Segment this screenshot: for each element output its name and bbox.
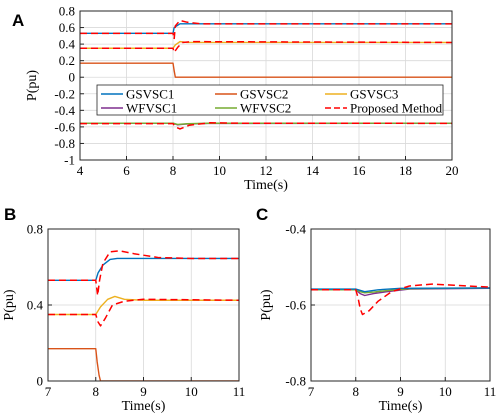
series-line-proposed-method [80,19,452,40]
y-tick-label: -0.4 [54,103,75,118]
x-tick-label: 12 [260,163,273,178]
x-tick-label: 10 [213,163,226,178]
series-group [311,283,490,316]
panel-b: 7 8 9 10 11 0 0.4 0.8 Time(s) P(pu) B [2,205,245,414]
x-tick-label: 11 [233,384,246,399]
legend-entry-label: WFVSC2 [240,101,291,116]
y-tick-label: 0.4 [59,37,76,52]
y-axis-label: P(pu) [2,289,17,320]
y-axis-label: P(pu) [25,70,40,101]
x-tick-label: 16 [353,163,367,178]
y-tick-label: 0.8 [27,222,43,237]
panel-label: B [4,205,16,224]
x-tick-label: 9 [397,384,404,399]
legend-entry-label: GSVSC2 [240,87,288,102]
series-line-gsvsc1 [311,287,490,293]
x-tick-label: 11 [484,384,497,399]
y-tick-label: -0.6 [54,119,75,134]
y-axis-label: P(pu) [259,289,274,320]
legend-entry-label: GSVSC1 [126,87,174,102]
panel-label: A [12,11,24,30]
x-tick-label: 18 [399,163,412,178]
y-tick-label: 0.6 [59,20,76,35]
x-tick-label: 10 [439,384,452,399]
y-tick-label: 0.4 [27,298,44,313]
series-line-proposed-method [80,40,452,54]
y-tick-label: -0.6 [285,298,306,313]
series-line-proposed-method [48,298,239,327]
panel-a: 4 6 8 10 12 14 16 18 20 -1 -0.8 -0.6-0.4 -0.20 0.20.4… [12,4,459,194]
y-tick-label: -0.2 [54,86,75,101]
legend: GSVSC1 GSVSC2 GSVSC3 WFVSC1 WFVSC2 Proposed M… [96,84,444,116]
x-axis-label: Time(s) [244,178,288,193]
y-tick-label: 0 [37,374,44,389]
x-tick-label: 9 [140,384,147,399]
legend-box [96,84,444,116]
legend-entry-label: Proposed Method [350,101,443,116]
y-tick-label: -0.8 [54,136,75,151]
y-tick-label: 0.2 [59,53,75,68]
series-line-proposed-method [80,122,452,130]
panel-c: 7 8 9 10 11 -0.8 -0.6 -0.4 Time(s) P(pu) C [256,205,496,414]
x-tick-label: 10 [185,384,198,399]
legend-entry-label: WFVSC1 [126,101,177,116]
y-tick-label: -0.4 [285,222,306,237]
x-tick-label: 7 [308,384,315,399]
series-line-proposed-method [48,250,239,297]
series-line-gsvsc2 [48,348,239,381]
y-tick-label: -1 [64,153,75,168]
x-tick-label: 6 [123,163,130,178]
y-tick-label: 0 [69,70,76,85]
series-line-gsvsc2 [80,62,452,78]
panel-label: C [256,205,268,224]
y-tick-label: 0.8 [59,4,75,19]
x-tick-label: 7 [45,384,52,399]
x-tick-label: 8 [353,384,360,399]
series-group [80,19,452,130]
series-group [48,250,239,381]
x-tick-label: 8 [93,384,100,399]
x-tick-label: 8 [170,163,177,178]
x-tick-label: 20 [446,163,459,178]
legend-entry-label: GSVSC3 [350,87,398,102]
y-tick-label: -0.8 [285,374,306,389]
x-axis-label: Time(s) [379,399,423,414]
x-tick-label: 14 [306,163,320,178]
x-axis-label: Time(s) [122,399,166,414]
x-tick-label: 4 [77,163,84,178]
